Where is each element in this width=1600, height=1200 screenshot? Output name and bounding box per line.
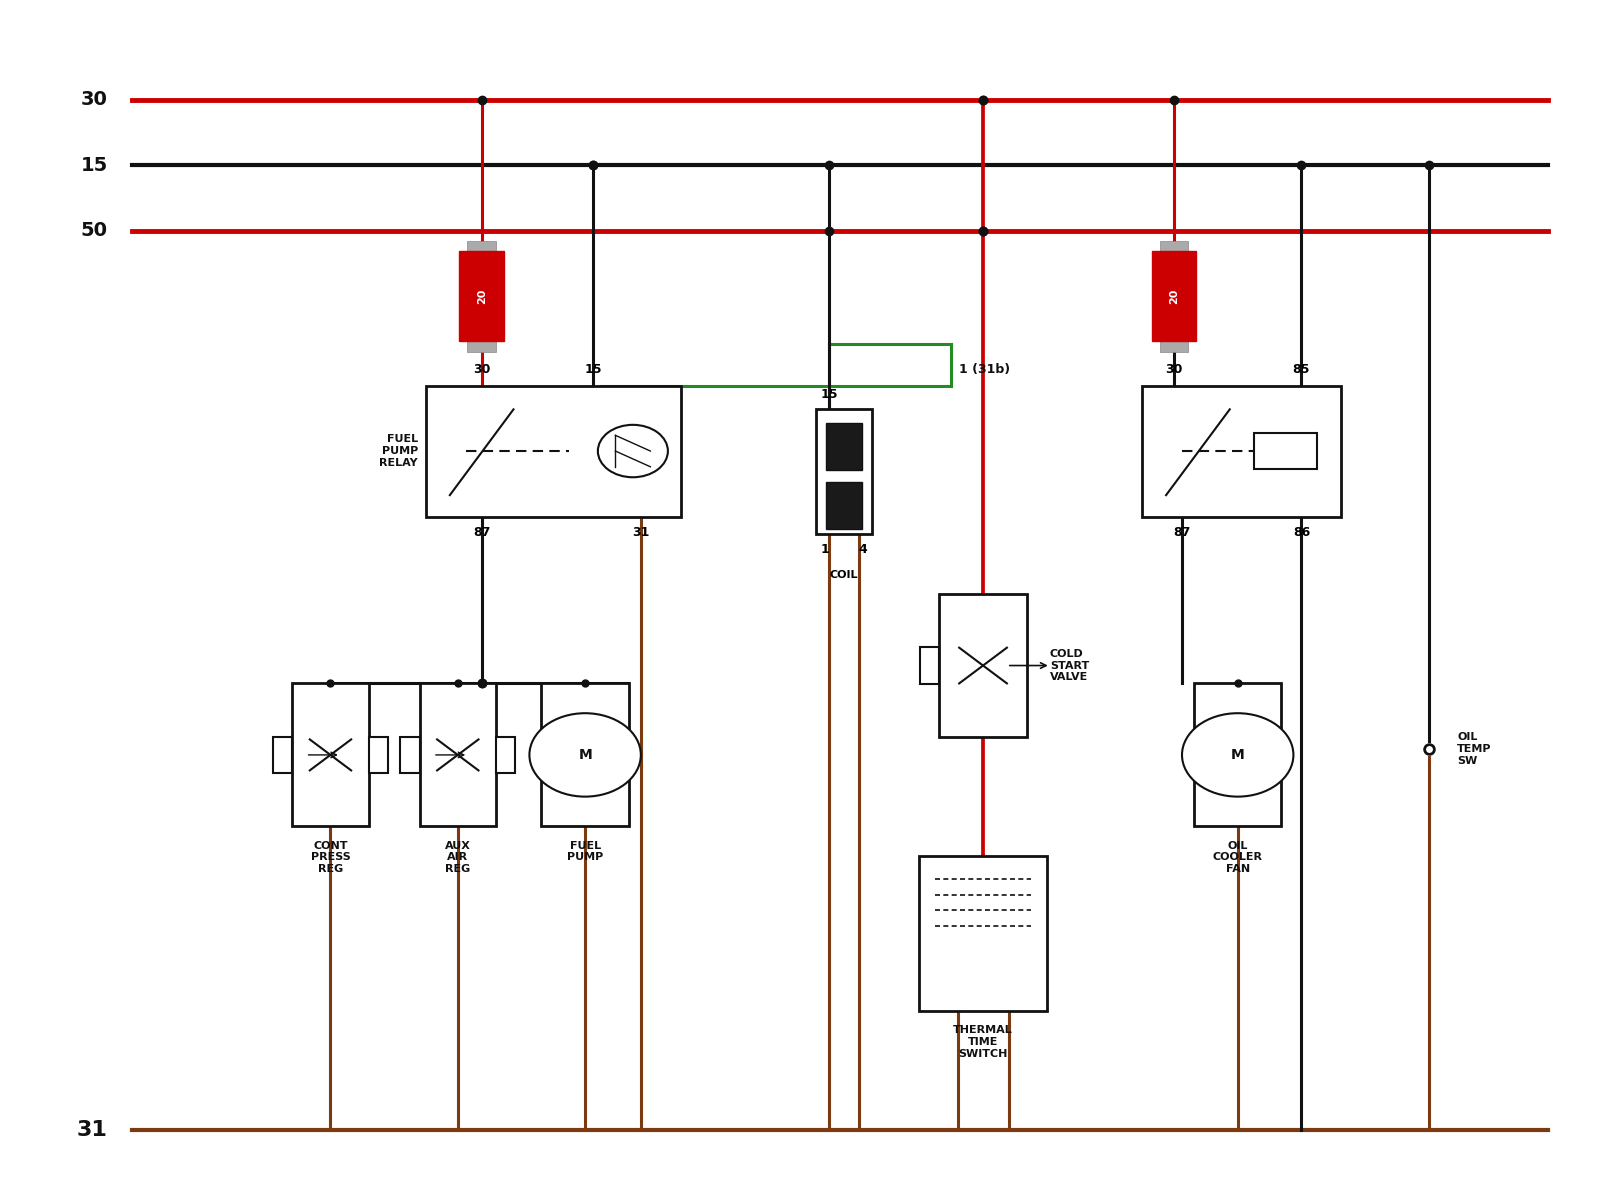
Text: 15: 15 (821, 388, 838, 401)
Bar (816, 409, 872, 534)
Text: 50: 50 (80, 221, 107, 240)
Text: FUEL
PUMP
RELAY: FUEL PUMP RELAY (379, 434, 418, 468)
Text: 20: 20 (477, 288, 486, 304)
Text: 85: 85 (1293, 362, 1310, 376)
Text: COLD
START
VALVE: COLD START VALVE (1050, 649, 1090, 682)
Bar (1194, 684, 1282, 827)
Bar (467, 341, 496, 352)
Bar (400, 737, 419, 773)
Text: 4: 4 (858, 542, 867, 556)
Bar (293, 684, 368, 827)
Bar (826, 422, 862, 469)
Text: 86: 86 (1293, 526, 1310, 539)
Text: 15: 15 (80, 156, 107, 174)
Text: OIL
COOLER
FAN: OIL COOLER FAN (1213, 841, 1262, 874)
Text: 1 (31b): 1 (31b) (958, 362, 1010, 376)
FancyBboxPatch shape (459, 252, 504, 341)
Bar (274, 737, 293, 773)
Text: OIL
TEMP
SW: OIL TEMP SW (1458, 732, 1491, 766)
Bar (920, 857, 1046, 1012)
Text: M: M (1230, 748, 1245, 762)
Text: 87: 87 (1173, 526, 1190, 539)
Text: 1: 1 (821, 542, 829, 556)
Circle shape (530, 713, 642, 797)
Text: 20: 20 (1170, 288, 1179, 304)
Bar (1160, 241, 1189, 252)
Text: CONT
PRESS
REG: CONT PRESS REG (310, 841, 350, 874)
Text: 30: 30 (1165, 362, 1182, 376)
Text: AUX
AIR
REG: AUX AIR REG (445, 841, 470, 874)
Text: THERMAL
TIME
SWITCH: THERMAL TIME SWITCH (954, 1026, 1013, 1058)
Bar (419, 684, 496, 827)
Text: 31: 31 (632, 526, 650, 539)
Bar (467, 241, 496, 252)
Text: 30: 30 (474, 362, 490, 376)
Bar (1160, 341, 1189, 352)
Bar (368, 737, 387, 773)
Bar (1254, 433, 1317, 469)
FancyBboxPatch shape (1152, 252, 1197, 341)
Bar (1142, 385, 1341, 516)
Bar (496, 737, 515, 773)
Text: M: M (578, 748, 592, 762)
Text: COIL: COIL (829, 570, 858, 581)
Circle shape (1182, 713, 1293, 797)
Text: 87: 87 (474, 526, 490, 539)
Circle shape (598, 425, 667, 478)
Text: FUEL
PUMP: FUEL PUMP (566, 841, 603, 863)
Text: 30: 30 (80, 90, 107, 109)
Text: 31: 31 (77, 1121, 107, 1140)
Bar (826, 482, 862, 528)
Bar (426, 385, 680, 516)
Bar (920, 647, 939, 684)
Bar (939, 594, 1027, 737)
Bar (541, 684, 629, 827)
Text: 15: 15 (584, 362, 602, 376)
